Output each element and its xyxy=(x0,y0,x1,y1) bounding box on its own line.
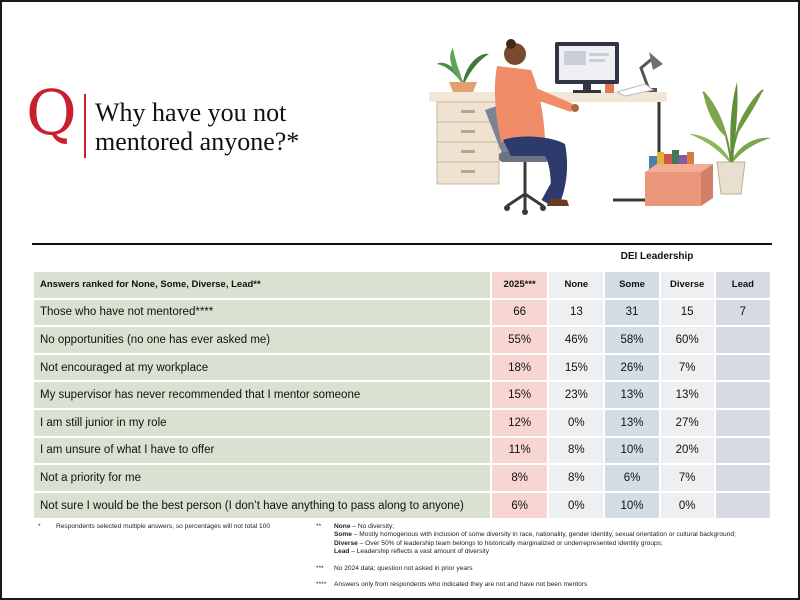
def-term-lead: Lead xyxy=(334,548,350,556)
footnote-mark: ** xyxy=(316,523,322,530)
cell-diverse: 0% xyxy=(660,492,714,519)
person-icon xyxy=(494,39,579,206)
cell-some: 26% xyxy=(605,354,659,381)
cell-diverse: 15 xyxy=(660,299,714,326)
footnote-mark: * xyxy=(38,523,41,530)
cell-2025: 12% xyxy=(492,409,548,436)
def-lead: – Leadership reflects a vast amount of d… xyxy=(349,548,490,556)
table-row: No opportunities (no one has ever asked … xyxy=(34,327,770,353)
table-row: My supervisor has never recommended that… xyxy=(34,382,770,408)
answers-column-header: Answers ranked for None, Some, Diverse, … xyxy=(34,272,491,298)
question-title: Why have you not mentored anyone?* xyxy=(95,98,300,156)
cell-2025: 55% xyxy=(492,327,548,353)
cell-none: 0% xyxy=(549,409,604,436)
some-column-header: Some xyxy=(605,272,659,298)
cell-diverse: 13% xyxy=(660,382,714,408)
table-row: Not a priority for me 8% 8% 6% 7% xyxy=(34,465,770,491)
table-row: I am still junior in my role 12% 0% 13% … xyxy=(34,409,770,436)
cell-diverse: 7% xyxy=(660,465,714,491)
diverse-column-header: Diverse xyxy=(660,272,714,298)
cell-none: 23% xyxy=(549,382,604,408)
row-label: I am unsure of what I have to offer xyxy=(34,437,491,464)
cell-lead: 7 xyxy=(715,299,770,326)
cell-lead xyxy=(715,409,770,436)
footnote-text: No 2024 data; question not asked in prio… xyxy=(334,564,473,572)
question-letter: Q xyxy=(26,76,77,149)
cell-lead xyxy=(715,492,770,519)
def-term-none: None xyxy=(334,523,351,530)
footnote-text: Respondents selected multiple answers, s… xyxy=(56,523,271,530)
person-working-at-desk-illustration xyxy=(429,39,771,215)
cell-none: 8% xyxy=(549,437,604,464)
cell-none: 15% xyxy=(549,354,604,381)
cell-diverse: 60% xyxy=(660,327,714,353)
row-label: Not sure I would be the best person (I d… xyxy=(34,492,491,519)
results-table: Answers ranked for None, Some, Diverse, … xyxy=(32,270,772,520)
dei-leadership-group-header: DEI Leadership xyxy=(620,251,694,262)
row-label: My supervisor has never recommended that… xyxy=(34,382,491,408)
row-label: Not encouraged at my workplace xyxy=(34,354,491,381)
year-2025-column-header: 2025*** xyxy=(492,272,548,298)
cell-diverse: 7% xyxy=(660,354,714,381)
lead-column-header: Lead xyxy=(715,272,770,298)
table-row: Not sure I would be the best person (I d… xyxy=(34,492,770,519)
mug-icon xyxy=(605,84,614,93)
footnote-no-2024-data: *** No 2024 data; question not asked in … xyxy=(316,565,776,573)
table-row: I am unsure of what I have to offer 11% … xyxy=(34,437,770,464)
row-label: I am still junior in my role xyxy=(34,409,491,436)
cell-some: 13% xyxy=(605,409,659,436)
header-rule xyxy=(32,243,772,245)
paper-icon xyxy=(615,83,655,97)
def-some: – Mostly homogenous with inclusion of so… xyxy=(351,531,736,539)
cell-some: 31 xyxy=(605,299,659,326)
cell-some: 13% xyxy=(605,382,659,408)
row-label: No opportunities (no one has ever asked … xyxy=(34,327,491,353)
cell-some: 10% xyxy=(605,437,659,464)
question-divider xyxy=(84,94,86,158)
cell-lead xyxy=(715,437,770,464)
cell-2025: 66 xyxy=(492,299,548,326)
def-term-diverse: Diverse xyxy=(334,539,358,547)
cell-2025: 15% xyxy=(492,382,548,408)
cell-2025: 6% xyxy=(492,492,548,519)
desk-plant-icon xyxy=(437,48,489,92)
cell-some: 6% xyxy=(605,465,659,491)
footnote-text: Answers only from respondents who indica… xyxy=(334,581,588,589)
cell-none: 46% xyxy=(549,327,604,353)
cell-some: 10% xyxy=(605,492,659,519)
book-box-icon xyxy=(645,150,713,206)
cell-lead xyxy=(715,382,770,408)
footnote-mark: **** xyxy=(316,581,327,589)
cell-none: 13 xyxy=(549,299,604,326)
floor-plant-icon xyxy=(689,82,771,195)
table-header-row: Answers ranked for None, Some, Diverse, … xyxy=(34,272,770,298)
cell-some: 58% xyxy=(605,327,659,353)
cell-diverse: 20% xyxy=(660,437,714,464)
cell-2025: 8% xyxy=(492,465,548,491)
none-column-header: None xyxy=(549,272,604,298)
footnote-respondents: **** Answers only from respondents who i… xyxy=(316,581,776,589)
table-row: Those who have not mentored**** 66 13 31… xyxy=(34,299,770,326)
table-row: Not encouraged at my workplace 18% 15% 2… xyxy=(34,354,770,381)
footnote-multiple-answers: * Respondents selected multiple answers,… xyxy=(38,523,308,539)
def-diverse: – Over 50% of leadership team belongs to… xyxy=(357,539,663,547)
row-label: Not a priority for me xyxy=(34,465,491,491)
cell-2025: 18% xyxy=(492,354,548,381)
footnotes-definitions: ** None – No diversity; Some – Mostly ho… xyxy=(316,523,776,597)
cell-diverse: 27% xyxy=(660,409,714,436)
cell-lead xyxy=(715,327,770,353)
def-none: – No diversity; xyxy=(350,523,395,530)
footnote-mark: *** xyxy=(316,564,324,572)
footnote-dei-definitions: ** None – No diversity; Some – Mostly ho… xyxy=(316,523,776,557)
row-label: Those who have not mentored**** xyxy=(34,299,491,326)
def-term-some: Some xyxy=(334,531,352,539)
cell-lead xyxy=(715,465,770,491)
cell-none: 0% xyxy=(549,492,604,519)
cell-lead xyxy=(715,354,770,381)
cell-2025: 11% xyxy=(492,437,548,464)
monitor-icon xyxy=(555,42,619,93)
cell-none: 8% xyxy=(549,465,604,491)
